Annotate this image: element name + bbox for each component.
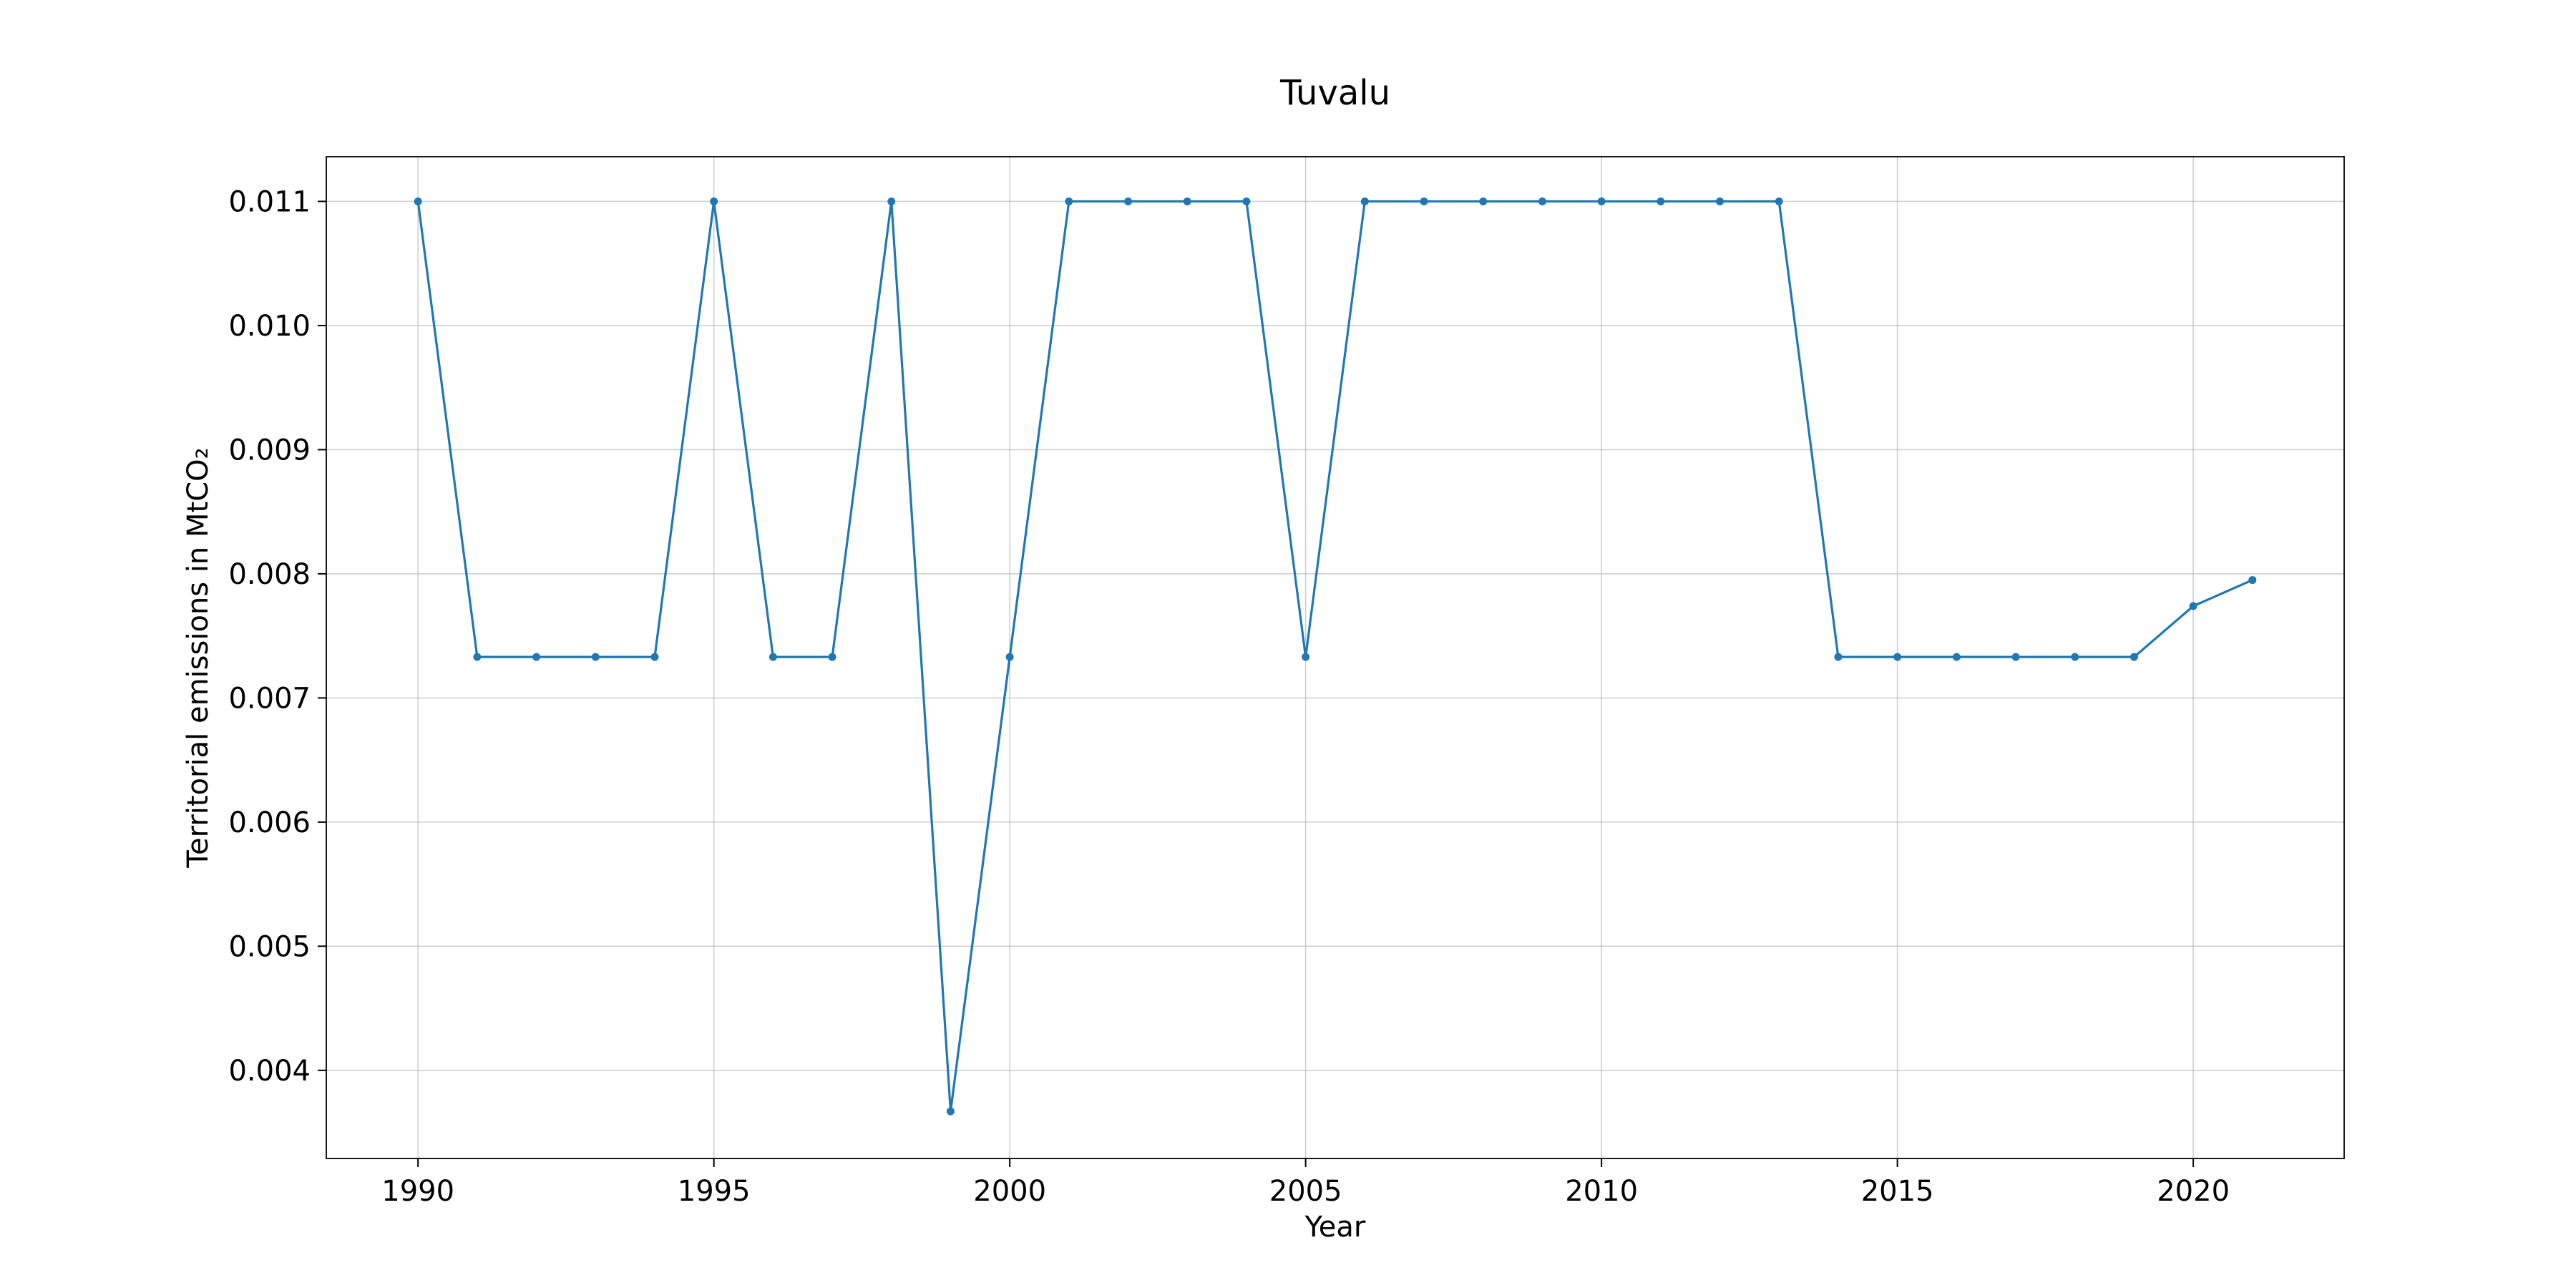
series-line <box>416 200 2253 1113</box>
data-point-marker <box>1302 653 1310 661</box>
data-point-marker <box>887 197 896 205</box>
data-point-marker <box>473 653 482 661</box>
y-tick-label: 0.011 <box>228 185 311 218</box>
y-tick-label: 0.008 <box>228 558 311 591</box>
data-point-marker <box>1242 197 1251 205</box>
y-tick-label: 0.006 <box>228 806 311 839</box>
data-point-marker <box>1775 197 1783 205</box>
data-point-marker <box>2129 653 2138 661</box>
data-point-marker <box>532 653 541 661</box>
y-tick-label: 0.005 <box>228 930 311 963</box>
x-tick-label: 2020 <box>2157 1175 2230 1208</box>
y-tick-label: 0.007 <box>228 682 311 715</box>
data-point-marker <box>1893 653 1902 661</box>
data-point-marker <box>1360 197 1369 205</box>
data-point-marker <box>946 1107 955 1116</box>
series-layer <box>414 197 2257 1116</box>
data-point-marker <box>1065 197 1073 205</box>
data-point-marker <box>769 653 777 661</box>
data-point-marker <box>650 653 659 661</box>
data-point-marker <box>2248 576 2257 585</box>
x-axis-label: Year <box>1304 1211 1366 1244</box>
data-point-marker <box>2011 653 2020 661</box>
x-tick-label: 2015 <box>1861 1175 1934 1208</box>
y-axis-label: Territorial emissions in MtCO₂ <box>182 447 215 868</box>
data-point-marker <box>2189 602 2197 610</box>
chart-title: Tuvalu <box>1279 73 1390 113</box>
data-point-marker <box>1479 197 1488 205</box>
tick-layer: 1990 1995 2000 2005 2010 2015 2020 0.004 0.005 0.… <box>228 185 2230 1208</box>
y-tick-label: 0.004 <box>228 1055 311 1088</box>
data-point-marker <box>1124 197 1133 205</box>
x-tick-label: 2005 <box>1269 1175 1342 1208</box>
data-point-marker <box>591 653 600 661</box>
data-point-marker <box>1834 653 1843 661</box>
x-tick-label: 2000 <box>973 1175 1046 1208</box>
data-point-marker <box>1538 197 1546 205</box>
data-point-marker <box>710 197 718 205</box>
x-tick-label: 2010 <box>1565 1175 1638 1208</box>
data-point-marker <box>1952 653 1961 661</box>
data-point-marker <box>1005 653 1014 661</box>
data-point-marker <box>1420 197 1428 205</box>
data-point-marker <box>414 197 422 205</box>
data-point-marker <box>1183 197 1191 205</box>
data-point-marker <box>828 653 836 661</box>
y-tick-label: 0.010 <box>228 310 311 343</box>
data-point-marker <box>2071 653 2079 661</box>
x-tick-label: 1990 <box>381 1175 454 1208</box>
data-point-marker <box>1657 197 1665 205</box>
x-tick-label: 1995 <box>678 1175 751 1208</box>
y-tick-label: 0.009 <box>228 434 311 467</box>
data-point-marker <box>1716 197 1724 205</box>
data-point-marker <box>1597 197 1606 205</box>
plot-frame <box>326 156 2345 1159</box>
